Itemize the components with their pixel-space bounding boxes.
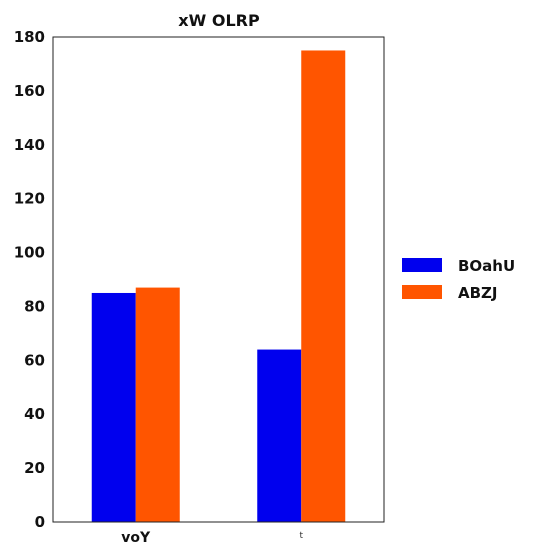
y-tick-label: 80: [24, 297, 45, 315]
legend-swatch-BOahU: [402, 258, 442, 272]
chart-title: xW OLRP: [178, 11, 260, 30]
legend: BOahU ABZJ: [402, 257, 515, 302]
legend-swatch-ABZJ: [402, 285, 442, 299]
x-tick-label: voY: [121, 530, 151, 546]
bar-BOahU-voY: [91, 292, 136, 522]
y-tick-label: 20: [24, 459, 45, 477]
y-tick-label: 40: [24, 405, 45, 423]
bar-BOahU-t: [257, 349, 302, 522]
y-tick-label: 120: [14, 190, 45, 208]
y-tick-label: 100: [14, 244, 45, 262]
y-tick-label: 0: [35, 513, 45, 531]
y-tick-label: 160: [14, 82, 45, 100]
bars-group: [91, 50, 346, 522]
x-tick-label: t: [299, 531, 303, 541]
y-axis: 0 20 40 60 80 100 120 140 160 180: [14, 28, 45, 531]
legend-label: ABZJ: [458, 284, 498, 302]
x-axis: voY t: [121, 530, 303, 546]
bar-ABZJ-t: [301, 50, 346, 522]
y-tick-label: 140: [14, 136, 45, 154]
y-tick-label: 180: [14, 28, 45, 46]
plot-frame: [52, 36, 385, 523]
legend-label: BOahU: [458, 257, 515, 275]
y-tick-label: 60: [24, 351, 45, 369]
bar-ABZJ-voY: [135, 287, 180, 522]
